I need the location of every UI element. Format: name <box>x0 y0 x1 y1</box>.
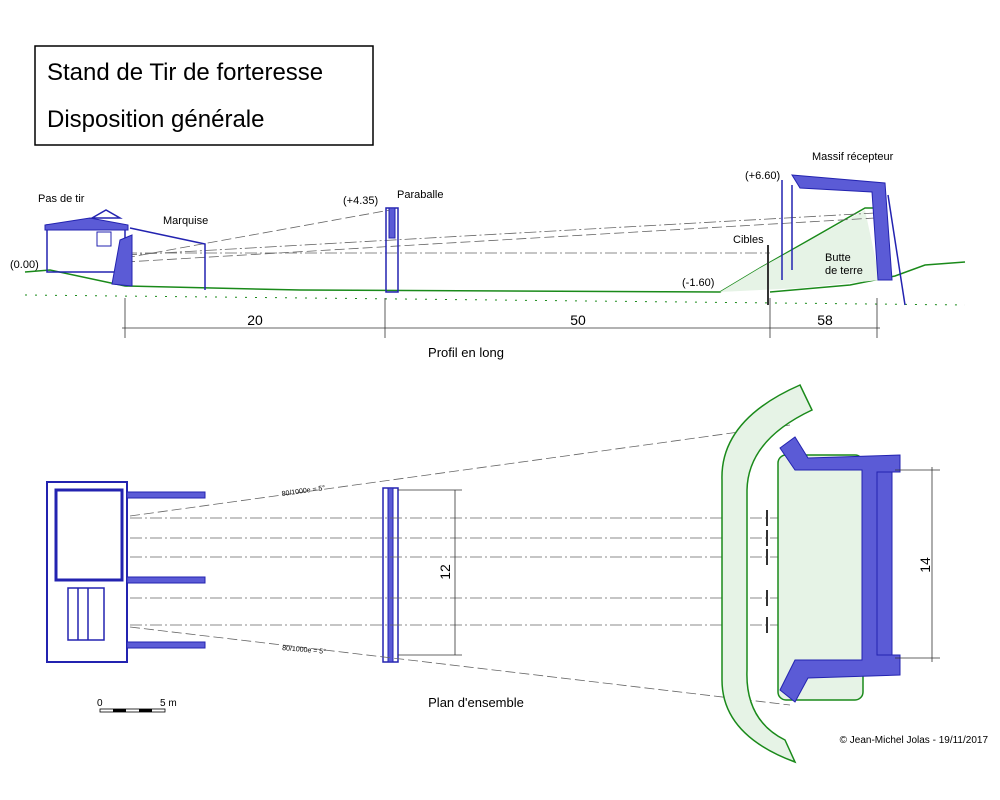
scale-segment <box>139 709 152 712</box>
caption: Profil en long <box>428 345 504 360</box>
firing-post <box>46 224 126 273</box>
caption: Plan d'ensemble <box>428 695 524 710</box>
title: Stand de Tir de forteresse <box>47 59 323 86</box>
dimension-label: 14 <box>917 557 933 573</box>
roof <box>44 217 129 231</box>
earth-mound <box>720 210 880 292</box>
subtitle: Disposition générale <box>47 106 264 133</box>
receiver <box>779 436 901 703</box>
firing-post <box>46 481 128 663</box>
scale-bar <box>99 708 166 713</box>
title-block: Stand de Tir de forteresse Disposition g… <box>34 45 374 146</box>
elevation: (+6.60) <box>745 170 780 182</box>
label: Paraballe <box>397 189 443 201</box>
label: Massif récepteur <box>812 151 894 163</box>
angle-label: 80/1000e = 5° <box>282 644 327 656</box>
dimension-label: 50 <box>570 312 586 328</box>
label: Butte <box>825 252 851 264</box>
berm <box>721 384 814 764</box>
canopy-arm <box>126 641 206 649</box>
scale-label: 5 m <box>160 698 177 709</box>
window <box>96 231 112 247</box>
sight-line <box>124 209 391 259</box>
scale-segment <box>113 709 126 712</box>
elevation: (+4.35) <box>343 195 378 207</box>
dimension-label: 20 <box>247 312 263 328</box>
room <box>54 488 124 582</box>
sight-line <box>124 212 876 256</box>
plan-view: 80/1000e = 5° 80/1000e = 5° 12 14 0 5 m … <box>46 384 940 764</box>
wall <box>111 234 133 287</box>
label: Pas de tir <box>38 193 85 205</box>
spread-line <box>129 424 791 517</box>
label: de terre <box>825 265 863 277</box>
dimension-label: 12 <box>437 564 453 580</box>
stairs <box>67 587 105 641</box>
spread-line <box>129 626 791 706</box>
receiver-strut <box>887 194 906 306</box>
receiver-wall <box>791 174 893 281</box>
ground-hatch <box>24 294 966 306</box>
scale-label: 0 <box>97 698 103 709</box>
dimension-label: 58 <box>817 312 833 328</box>
canopy-arm <box>126 576 206 584</box>
label: Cibles <box>733 234 764 246</box>
credit: © Jean-Michel Jolas - 19/11/2017 <box>840 735 989 746</box>
elevation: (0.00) <box>10 259 39 271</box>
angle-label: 80/1000e = 5° <box>281 484 326 498</box>
baffle-core <box>388 207 396 239</box>
elevation: (-1.60) <box>682 277 714 289</box>
profile-view: 20 50 58 Pas de tir Marquise Paraballe M… <box>10 151 966 360</box>
label: Marquise <box>163 215 208 227</box>
baffle-core <box>387 487 394 663</box>
receiver-wall <box>876 471 893 656</box>
canopy <box>129 227 206 290</box>
canopy-arm <box>126 491 206 499</box>
ground-line <box>769 261 966 293</box>
title-frame <box>34 45 374 146</box>
roof-vent <box>89 209 123 219</box>
